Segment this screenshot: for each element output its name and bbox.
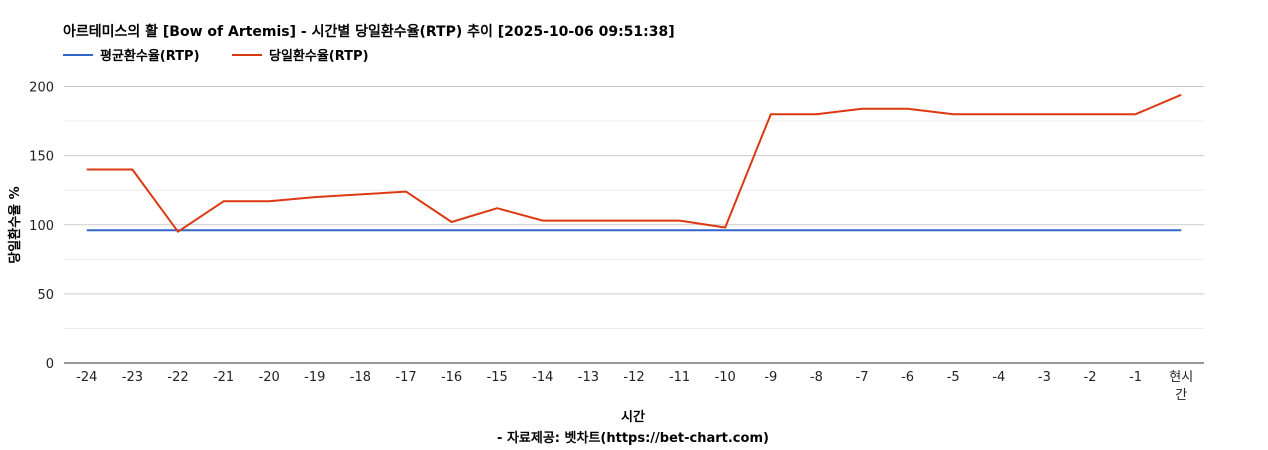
grid <box>64 86 1204 329</box>
x-axis-title: 시간 <box>621 409 645 425</box>
x-tick-label: -9 <box>764 370 777 385</box>
x-tick-label: -24 <box>76 370 97 385</box>
x-tick-label: -13 <box>578 370 599 385</box>
x-tick-label: -1 <box>1129 370 1142 385</box>
x-tick-label: -11 <box>669 370 690 385</box>
x-tick-label: -17 <box>395 370 416 385</box>
y-tick-label: 100 <box>29 219 54 234</box>
x-tick-label: -20 <box>259 370 280 385</box>
x-tick-label: -12 <box>623 370 644 385</box>
series-line-daily <box>86 93 1182 233</box>
chart-title: 아르테미스의 활 [Bow of Artemis] - 시간별 당일환수율(RT… <box>63 23 675 40</box>
x-tick-label: -16 <box>441 370 462 385</box>
x-tick-label: -7 <box>856 370 869 385</box>
x-tick-label: -8 <box>810 370 823 385</box>
x-tick-label: -14 <box>532 370 553 385</box>
x-tick-label: -10 <box>715 370 736 385</box>
x-axis-ticks: -24 -23 -22 -21 -20 -19 -18 -17 -16 -15 -14 -13 -12 -… <box>76 370 1193 403</box>
y-tick-label: 0 <box>46 357 54 372</box>
x-tick-label: -6 <box>901 370 914 385</box>
x-tick-label: -4 <box>992 370 1005 385</box>
x-tick-label: -5 <box>947 370 960 385</box>
source-credit: - 자료제공: 벳차트(https://bet-chart.com) <box>497 430 769 446</box>
y-tick-label: 200 <box>29 81 54 96</box>
x-tick-label: -2 <box>1084 370 1097 385</box>
x-tick-label: -15 <box>487 370 508 385</box>
series-lines <box>86 93 1182 233</box>
x-tick-label: -19 <box>304 370 325 385</box>
x-tick-label: -21 <box>213 370 234 385</box>
legend: 평균환수율(RTP) 당일환수율(RTP) <box>63 48 369 64</box>
x-tick-label: -3 <box>1038 370 1051 385</box>
legend-label-daily: 당일환수율(RTP) <box>269 48 369 64</box>
x-tick-label: -23 <box>122 370 143 385</box>
y-axis-title: 당일환수율 % <box>7 186 23 263</box>
y-tick-label: 150 <box>29 150 54 165</box>
y-tick-label: 50 <box>37 288 54 303</box>
x-tick-label: -18 <box>350 370 371 385</box>
x-tick-label: 현시 간 <box>1169 370 1193 403</box>
x-tick-label: -22 <box>167 370 188 385</box>
legend-label-average: 평균환수율(RTP) <box>100 48 200 64</box>
y-axis-ticks: 0 50 100 150 200 <box>29 81 54 372</box>
